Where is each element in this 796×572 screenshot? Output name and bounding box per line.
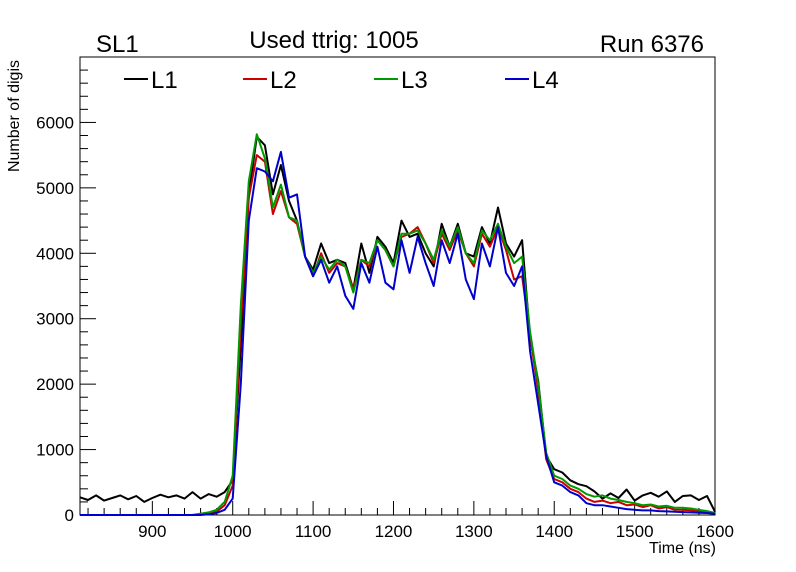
y-axis: 0 1000 2000 3000 4000 5000 6000 (36, 56, 96, 525)
legend: L1 L2 L3 L4 (124, 67, 559, 94)
plot-frame (79, 56, 716, 516)
x-tick-label: 1300 (455, 522, 493, 541)
x-tick-label: 1200 (375, 522, 413, 541)
y-tick-label: 4000 (36, 244, 74, 263)
x-tick-label: 1500 (616, 522, 654, 541)
y-axis-label: Number of digis (6, 60, 23, 172)
x-tick-label: 1400 (535, 522, 573, 541)
y-tick-label: 2000 (36, 375, 74, 394)
legend-label-l2: L2 (270, 67, 297, 94)
legend-label-l3: L3 (401, 67, 428, 94)
chart-title: Used ttrig: 1005 (249, 27, 418, 54)
y-tick-label: 6000 (36, 113, 74, 132)
y-tick-label: 3000 (36, 310, 74, 329)
series-line-l4 (80, 150, 716, 516)
x-tick-label: 1600 (696, 522, 734, 541)
legend-label-l1: L1 (151, 67, 178, 94)
header-left-label: SL1 (96, 31, 139, 58)
x-tick-label: 900 (138, 522, 166, 541)
y-tick-label: 1000 (36, 441, 74, 460)
series-line-l3 (80, 133, 716, 516)
y-tick-label: 0 (65, 506, 74, 525)
series-line-l1 (79, 135, 716, 513)
series-line-l2 (80, 154, 716, 516)
x-tick-label: 1000 (214, 522, 252, 541)
x-axis: 900 1000 1100 1200 1300 1400 1500 1600 (87, 501, 734, 541)
x-tick-label: 1100 (295, 522, 332, 541)
legend-label-l4: L4 (532, 67, 559, 94)
header-right-label: Run 6376 (600, 31, 704, 58)
series-layer (79, 133, 716, 516)
y-tick-label: 5000 (36, 179, 74, 198)
x-axis-label: Time (ns) (649, 540, 716, 557)
